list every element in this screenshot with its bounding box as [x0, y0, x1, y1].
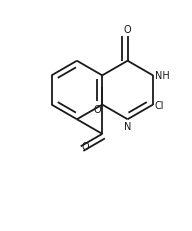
- Text: O: O: [94, 105, 102, 115]
- Text: O: O: [81, 142, 89, 152]
- Text: NH: NH: [155, 71, 170, 81]
- Text: N: N: [124, 122, 131, 132]
- Text: Cl: Cl: [155, 100, 164, 110]
- Text: O: O: [124, 25, 131, 35]
